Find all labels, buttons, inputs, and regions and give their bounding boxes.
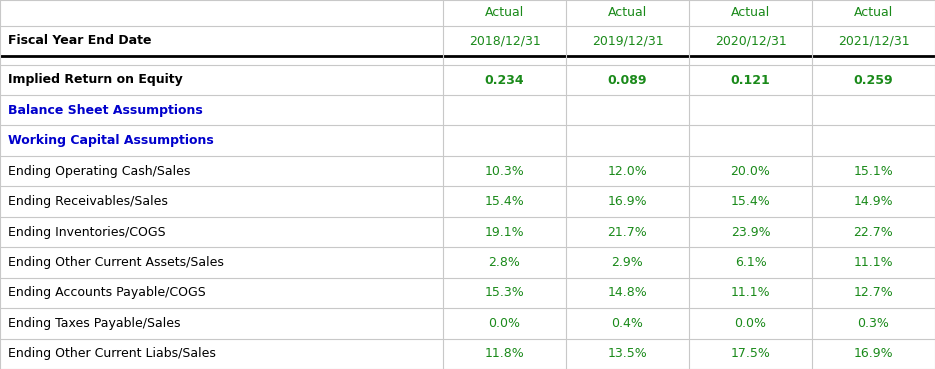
Text: Ending Other Current Liabs/Sales: Ending Other Current Liabs/Sales bbox=[8, 347, 216, 360]
Text: Actual: Actual bbox=[854, 7, 893, 20]
Text: 15.3%: 15.3% bbox=[484, 286, 525, 299]
Text: 11.1%: 11.1% bbox=[730, 286, 770, 299]
Text: 2018/12/31: 2018/12/31 bbox=[468, 34, 540, 48]
Text: 16.9%: 16.9% bbox=[854, 347, 893, 360]
Text: 0.3%: 0.3% bbox=[857, 317, 889, 330]
Text: 0.089: 0.089 bbox=[608, 73, 647, 86]
Text: 15.4%: 15.4% bbox=[730, 195, 770, 208]
Text: 2.9%: 2.9% bbox=[611, 256, 643, 269]
Text: 0.4%: 0.4% bbox=[611, 317, 643, 330]
Text: 12.0%: 12.0% bbox=[608, 165, 647, 177]
Text: 10.3%: 10.3% bbox=[484, 165, 525, 177]
Text: 17.5%: 17.5% bbox=[730, 347, 770, 360]
Text: 20.0%: 20.0% bbox=[730, 165, 770, 177]
Text: Ending Receivables/Sales: Ending Receivables/Sales bbox=[8, 195, 168, 208]
Text: Ending Inventories/COGS: Ending Inventories/COGS bbox=[8, 225, 165, 238]
Text: 0.121: 0.121 bbox=[730, 73, 770, 86]
Text: 13.5%: 13.5% bbox=[608, 347, 647, 360]
Text: 15.1%: 15.1% bbox=[854, 165, 893, 177]
Text: Ending Operating Cash/Sales: Ending Operating Cash/Sales bbox=[8, 165, 191, 177]
Text: 11.8%: 11.8% bbox=[484, 347, 525, 360]
Text: 2020/12/31: 2020/12/31 bbox=[714, 34, 786, 48]
Text: Ending Accounts Payable/COGS: Ending Accounts Payable/COGS bbox=[8, 286, 206, 299]
Text: Implied Return on Equity: Implied Return on Equity bbox=[8, 73, 182, 86]
Text: 16.9%: 16.9% bbox=[608, 195, 647, 208]
Text: 23.9%: 23.9% bbox=[730, 225, 770, 238]
Text: 15.4%: 15.4% bbox=[484, 195, 525, 208]
Text: Working Capital Assumptions: Working Capital Assumptions bbox=[8, 134, 214, 147]
Text: 2.8%: 2.8% bbox=[489, 256, 521, 269]
Text: 0.0%: 0.0% bbox=[735, 317, 767, 330]
Text: Fiscal Year End Date: Fiscal Year End Date bbox=[8, 34, 151, 48]
Text: 6.1%: 6.1% bbox=[735, 256, 767, 269]
Text: Actual: Actual bbox=[731, 7, 770, 20]
Text: 21.7%: 21.7% bbox=[608, 225, 647, 238]
Text: 19.1%: 19.1% bbox=[484, 225, 525, 238]
Text: Ending Other Current Assets/Sales: Ending Other Current Assets/Sales bbox=[8, 256, 223, 269]
Text: 14.9%: 14.9% bbox=[854, 195, 893, 208]
Text: 14.8%: 14.8% bbox=[608, 286, 647, 299]
Text: Actual: Actual bbox=[608, 7, 647, 20]
Text: 11.1%: 11.1% bbox=[854, 256, 893, 269]
Text: Actual: Actual bbox=[485, 7, 525, 20]
Text: 0.234: 0.234 bbox=[484, 73, 525, 86]
Text: 0.0%: 0.0% bbox=[488, 317, 521, 330]
Text: 22.7%: 22.7% bbox=[854, 225, 893, 238]
Text: Ending Taxes Payable/Sales: Ending Taxes Payable/Sales bbox=[8, 317, 180, 330]
Text: Balance Sheet Assumptions: Balance Sheet Assumptions bbox=[8, 104, 203, 117]
Text: 2019/12/31: 2019/12/31 bbox=[592, 34, 663, 48]
Text: 2021/12/31: 2021/12/31 bbox=[838, 34, 910, 48]
Text: 0.259: 0.259 bbox=[854, 73, 893, 86]
Text: 12.7%: 12.7% bbox=[854, 286, 893, 299]
